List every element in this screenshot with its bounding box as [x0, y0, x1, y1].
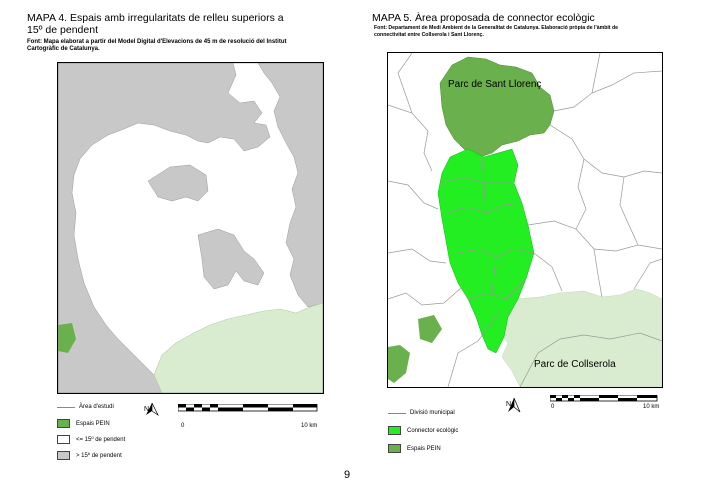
map5-scale-max: 10 km: [643, 404, 660, 410]
map5-label-collserola: Parc de Collserola: [534, 359, 616, 370]
map5-legend-division: Divisió municipal: [388, 410, 455, 416]
map4-legend-pein: Espais PEIN: [57, 419, 110, 428]
map5-source-line1: Font: Departament de Medi Ambient de la …: [374, 25, 619, 31]
map4-slope-high-center: [147, 164, 209, 202]
map5-north-letter: N: [506, 401, 511, 408]
map4-legend-area: Àrea d'estudi: [57, 404, 114, 410]
map4-title-line2: 15º de pendent: [27, 24, 98, 36]
map4-slope-high-region: [58, 63, 271, 393]
map5-scale-min: 0: [551, 404, 555, 410]
map4-canvas: [58, 63, 323, 393]
map4-pein-dark-patch: [58, 323, 76, 353]
map4-slope-high-east: [257, 63, 323, 308]
map4-legend-high: > 15º de pendent: [57, 451, 122, 460]
map5-legend-pein-swatch: [388, 444, 401, 453]
map4-title: MAPA 4. Espais amb irregularitats de rel…: [27, 12, 284, 36]
map5-label-sant-llorenc: Parc de Sant Llorenç: [448, 79, 542, 90]
map4-scale-bar: [178, 404, 318, 412]
map5-frame[interactable]: Parc de Sant Llorenç Parc de Collserola: [387, 52, 663, 388]
map4-legend-pein-label: Espais PEIN: [76, 420, 110, 427]
page-number: 9: [344, 469, 351, 481]
map5-canvas: [388, 53, 662, 387]
map4-source-line1: Font: Mapa elaborat a partir del Model D…: [27, 39, 287, 45]
map4-north-arrow-icon: N: [144, 402, 159, 417]
map5-source-line2: connectivitat entre Collserola i Sant Ll…: [374, 31, 484, 38]
map5-north-arrow-icon: N: [506, 397, 521, 413]
map5-municipal-divisions: [388, 53, 662, 387]
map4-legend-high-swatch: [57, 451, 70, 460]
map5-legend: Divisió municipal Connector ecològic Esp…: [388, 407, 508, 463]
map5-legend-pein: Espais PEIN: [388, 444, 441, 453]
map4-frame[interactable]: [57, 62, 324, 394]
map4-title-line1: MAPA 4. Espais amb irregularitats de rel…: [27, 12, 284, 24]
map4-legend-low: <= 15º de pendent: [57, 435, 125, 444]
map4-source: Font: Mapa elaborat a partir del Model D…: [27, 39, 286, 53]
map5-connector-region: [437, 148, 535, 354]
map4-legend-area-symbol: [57, 406, 75, 408]
map5-legend-connector: Connector ecològic: [388, 426, 458, 435]
map5-legend-division-symbol: [388, 412, 406, 414]
map5-scale-bar: [550, 395, 658, 402]
map4-legend-low-swatch: [57, 435, 70, 444]
map4-source-line2: Cartogràfic de Catalunya.: [27, 46, 100, 52]
map5-legend-division-label: Divisió municipal: [410, 410, 455, 416]
map5-title: MAPA 5. Àrea proposada de connector ecol…: [372, 12, 595, 24]
map4-slope-high-center2: [197, 228, 265, 290]
map4-legend-pein-swatch: [57, 419, 70, 428]
map4-scale-max: 10 km: [301, 423, 318, 429]
map5-pein-patch-west: [388, 345, 410, 383]
map4-legend-high-label: > 15º de pendent: [76, 452, 122, 459]
map5-legend-pein-label: Espais PEIN: [407, 445, 441, 452]
map5-pein-collserola: [497, 288, 662, 387]
map4-pein-region: [153, 302, 323, 393]
map5-pein-sant-llorenc: [439, 56, 555, 158]
map4-scale-min: 0: [181, 423, 185, 429]
map5-pein-patch-sw: [418, 315, 442, 343]
map5-source: Font: Departament de Medi Ambient de la …: [374, 25, 618, 38]
map4-legend-area-label: Àrea d'estudi: [79, 404, 114, 410]
map4-north-letter: N: [144, 406, 149, 413]
map5-legend-connector-swatch: [388, 426, 401, 435]
map5-legend-connector-label: Connector ecològic: [407, 427, 459, 434]
map4-legend-low-label: <= 15º de pendent: [76, 436, 126, 443]
map4-legend: Àrea d'estudi Espais PEIN <= 15º de pend…: [57, 401, 167, 467]
